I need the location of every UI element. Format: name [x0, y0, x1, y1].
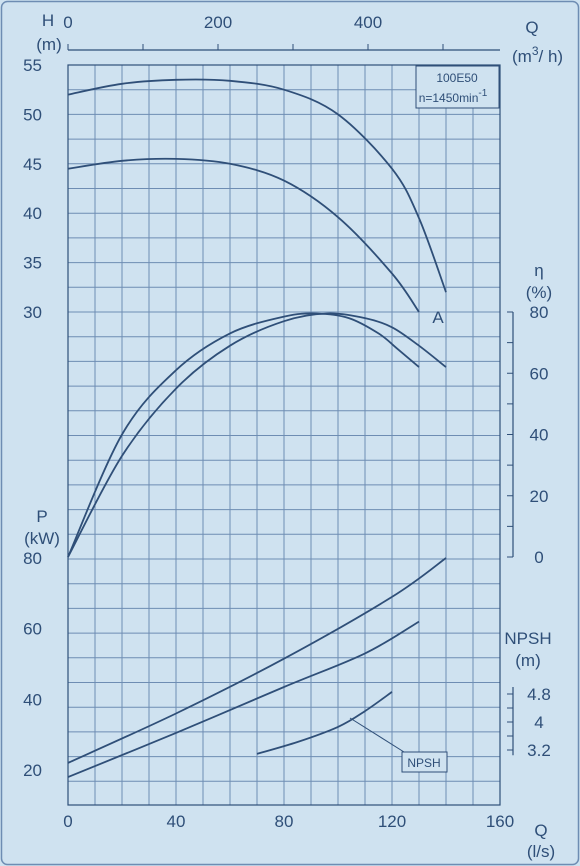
npsh-curve	[256, 691, 393, 755]
top-axis-tick-label: 200	[204, 13, 232, 32]
power-axis-tick-label: 20	[23, 761, 42, 780]
curve-label-a: A	[432, 308, 444, 327]
bottom-axis-unit: (l/s)	[527, 842, 555, 861]
head-axis-tick-label: 45	[23, 155, 42, 174]
curves	[67, 78, 447, 778]
head-axis-tick-label: 50	[23, 105, 42, 124]
top-axis-tick-label: 0	[63, 13, 72, 32]
head-axis-unit: (m)	[36, 35, 61, 54]
bottom-axis-tick-label: 160	[486, 812, 514, 831]
npsh-axis-tick-label: 4	[534, 713, 543, 732]
plot-area	[67, 64, 501, 806]
head-axis-tick-label: 40	[23, 204, 42, 223]
power-axis-tick-label: 80	[23, 549, 42, 568]
top-axis-tick-label: 400	[354, 13, 382, 32]
head-axis-tick-label: 35	[23, 254, 42, 273]
bottom-axis-tick-label: 0	[63, 812, 72, 831]
power-axis-unit: (kW)	[24, 529, 60, 548]
top-axis-title-q: Q	[525, 18, 538, 37]
npsh-axis-tick-label: 4.8	[527, 685, 551, 704]
head-curve	[67, 78, 447, 293]
npsh-axis-tick-label: 3.2	[527, 741, 551, 760]
bottom-axis-tick-label: 80	[275, 812, 294, 831]
npsh-axis-unit: (m)	[515, 651, 540, 670]
axes	[67, 44, 514, 806]
efficiency-axis-tick-label: 0	[534, 548, 543, 567]
bottom-axis-tick-label: 120	[378, 812, 406, 831]
power-axis-tick-label: 40	[23, 690, 42, 709]
efficiency-axis-title: η	[534, 261, 543, 280]
npsh-label-box	[401, 751, 448, 773]
efficiency-axis-tick-label: 40	[530, 426, 549, 445]
npsh-label: NPSH	[407, 756, 440, 770]
power-axis-tick-label: 60	[23, 620, 42, 639]
grid	[68, 65, 500, 805]
model-speed: n=1450min-1	[419, 88, 488, 105]
head-axis-title: H	[42, 11, 54, 30]
efficiency-curve	[67, 312, 420, 558]
head-curve	[67, 157, 420, 313]
power-axis-title: P	[36, 507, 47, 526]
efficiency-axis-tick-label: 60	[530, 364, 549, 383]
model-name: 100E50	[436, 71, 478, 85]
top-axis-unit: (m3/ h)	[512, 44, 563, 66]
power-curve	[67, 620, 420, 778]
model-box	[415, 65, 500, 109]
bottom-axis-title-q: Q	[534, 821, 547, 840]
power-curve	[67, 557, 447, 764]
npsh-axis-title: NPSH	[504, 629, 551, 648]
tick-labels: 0 200 400303540455055020406080204060803.24…	[23, 13, 551, 831]
npsh-leader-line	[349, 717, 405, 753]
head-axis-tick-label: 30	[23, 303, 42, 322]
bottom-axis-tick-label: 40	[167, 812, 186, 831]
head-axis-tick-label: 55	[23, 56, 42, 75]
efficiency-axis-tick-label: 20	[530, 487, 549, 506]
efficiency-axis-unit: (%)	[526, 283, 552, 302]
efficiency-axis-tick-label: 80	[530, 303, 549, 322]
efficiency-curve	[67, 312, 447, 558]
